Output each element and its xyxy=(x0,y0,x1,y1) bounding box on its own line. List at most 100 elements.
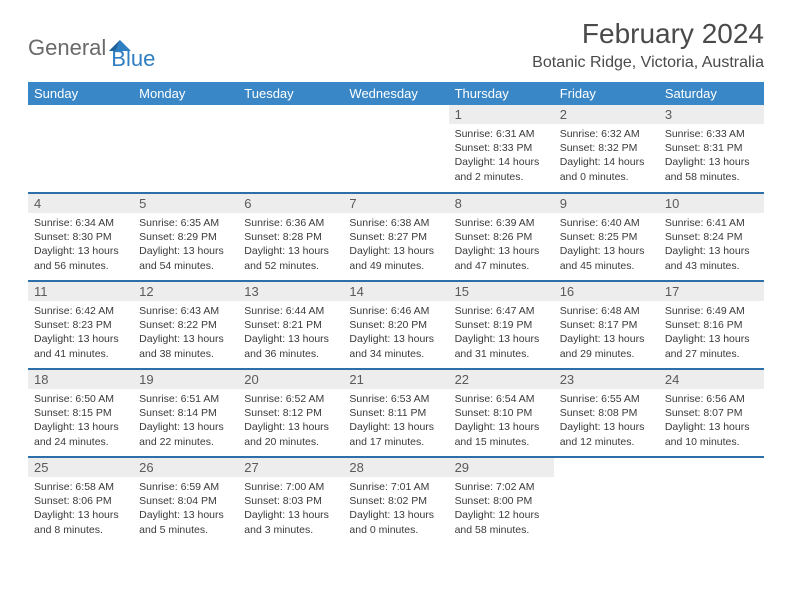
calendar-cell: .. xyxy=(343,105,448,193)
logo: General Blue xyxy=(28,24,155,72)
calendar-cell: 14Sunrise: 6:46 AMSunset: 8:20 PMDayligh… xyxy=(343,281,448,369)
day-number: 25 xyxy=(28,458,133,477)
calendar-cell: 23Sunrise: 6:55 AMSunset: 8:08 PMDayligh… xyxy=(554,369,659,457)
calendar-cell: 15Sunrise: 6:47 AMSunset: 8:19 PMDayligh… xyxy=(449,281,554,369)
day-body: Sunrise: 6:55 AMSunset: 8:08 PMDaylight:… xyxy=(554,389,659,453)
day-body: Sunrise: 6:48 AMSunset: 8:17 PMDaylight:… xyxy=(554,301,659,365)
day-body: Sunrise: 6:53 AMSunset: 8:11 PMDaylight:… xyxy=(343,389,448,453)
calendar-cell: 4Sunrise: 6:34 AMSunset: 8:30 PMDaylight… xyxy=(28,193,133,281)
calendar-cell: 5Sunrise: 6:35 AMSunset: 8:29 PMDaylight… xyxy=(133,193,238,281)
day-body: Sunrise: 6:36 AMSunset: 8:28 PMDaylight:… xyxy=(238,213,343,277)
day-body: Sunrise: 6:46 AMSunset: 8:20 PMDaylight:… xyxy=(343,301,448,365)
day-body: Sunrise: 7:01 AMSunset: 8:02 PMDaylight:… xyxy=(343,477,448,541)
day-number: 16 xyxy=(554,282,659,301)
month-title: February 2024 xyxy=(532,18,764,50)
day-header: Tuesday xyxy=(238,82,343,105)
day-body: Sunrise: 6:51 AMSunset: 8:14 PMDaylight:… xyxy=(133,389,238,453)
day-number: 12 xyxy=(133,282,238,301)
calendar-cell: 25Sunrise: 6:58 AMSunset: 8:06 PMDayligh… xyxy=(28,457,133,545)
calendar-cell: .. xyxy=(659,457,764,545)
calendar-cell: 29Sunrise: 7:02 AMSunset: 8:00 PMDayligh… xyxy=(449,457,554,545)
calendar-cell: 6Sunrise: 6:36 AMSunset: 8:28 PMDaylight… xyxy=(238,193,343,281)
day-number: 21 xyxy=(343,370,448,389)
header: General Blue February 2024 Botanic Ridge… xyxy=(28,18,764,72)
calendar-cell: 17Sunrise: 6:49 AMSunset: 8:16 PMDayligh… xyxy=(659,281,764,369)
day-body: Sunrise: 6:35 AMSunset: 8:29 PMDaylight:… xyxy=(133,213,238,277)
day-number: 7 xyxy=(343,194,448,213)
day-number: 22 xyxy=(449,370,554,389)
day-number: 19 xyxy=(133,370,238,389)
day-number: 8 xyxy=(449,194,554,213)
calendar-cell: 12Sunrise: 6:43 AMSunset: 8:22 PMDayligh… xyxy=(133,281,238,369)
day-number: 29 xyxy=(449,458,554,477)
day-body: Sunrise: 6:38 AMSunset: 8:27 PMDaylight:… xyxy=(343,213,448,277)
calendar-cell: 16Sunrise: 6:48 AMSunset: 8:17 PMDayligh… xyxy=(554,281,659,369)
calendar-cell: 21Sunrise: 6:53 AMSunset: 8:11 PMDayligh… xyxy=(343,369,448,457)
day-number: 28 xyxy=(343,458,448,477)
day-body: Sunrise: 6:58 AMSunset: 8:06 PMDaylight:… xyxy=(28,477,133,541)
day-number: 24 xyxy=(659,370,764,389)
day-header: Friday xyxy=(554,82,659,105)
calendar-cell: 9Sunrise: 6:40 AMSunset: 8:25 PMDaylight… xyxy=(554,193,659,281)
day-number: 14 xyxy=(343,282,448,301)
calendar-cell: 18Sunrise: 6:50 AMSunset: 8:15 PMDayligh… xyxy=(28,369,133,457)
day-number: 17 xyxy=(659,282,764,301)
day-header: Wednesday xyxy=(343,82,448,105)
day-header: Sunday xyxy=(28,82,133,105)
day-body: Sunrise: 6:34 AMSunset: 8:30 PMDaylight:… xyxy=(28,213,133,277)
day-header: Thursday xyxy=(449,82,554,105)
day-body: Sunrise: 6:54 AMSunset: 8:10 PMDaylight:… xyxy=(449,389,554,453)
day-body: Sunrise: 6:59 AMSunset: 8:04 PMDaylight:… xyxy=(133,477,238,541)
day-body: Sunrise: 6:39 AMSunset: 8:26 PMDaylight:… xyxy=(449,213,554,277)
calendar-cell: 11Sunrise: 6:42 AMSunset: 8:23 PMDayligh… xyxy=(28,281,133,369)
day-body: Sunrise: 6:56 AMSunset: 8:07 PMDaylight:… xyxy=(659,389,764,453)
day-number: 20 xyxy=(238,370,343,389)
calendar-week-row: 11Sunrise: 6:42 AMSunset: 8:23 PMDayligh… xyxy=(28,281,764,369)
logo-text-blue: Blue xyxy=(111,46,155,72)
day-body: Sunrise: 6:49 AMSunset: 8:16 PMDaylight:… xyxy=(659,301,764,365)
day-number: 23 xyxy=(554,370,659,389)
calendar-cell: 22Sunrise: 6:54 AMSunset: 8:10 PMDayligh… xyxy=(449,369,554,457)
calendar-cell: 10Sunrise: 6:41 AMSunset: 8:24 PMDayligh… xyxy=(659,193,764,281)
calendar-cell: 13Sunrise: 6:44 AMSunset: 8:21 PMDayligh… xyxy=(238,281,343,369)
day-number: 5 xyxy=(133,194,238,213)
calendar-week-row: 25Sunrise: 6:58 AMSunset: 8:06 PMDayligh… xyxy=(28,457,764,545)
day-number: 13 xyxy=(238,282,343,301)
calendar-cell: 7Sunrise: 6:38 AMSunset: 8:27 PMDaylight… xyxy=(343,193,448,281)
calendar-cell: 1Sunrise: 6:31 AMSunset: 8:33 PMDaylight… xyxy=(449,105,554,193)
day-body: Sunrise: 6:40 AMSunset: 8:25 PMDaylight:… xyxy=(554,213,659,277)
day-body: Sunrise: 6:50 AMSunset: 8:15 PMDaylight:… xyxy=(28,389,133,453)
calendar-cell: .. xyxy=(28,105,133,193)
calendar-week-row: ........1Sunrise: 6:31 AMSunset: 8:33 PM… xyxy=(28,105,764,193)
calendar-cell: 3Sunrise: 6:33 AMSunset: 8:31 PMDaylight… xyxy=(659,105,764,193)
calendar-table: SundayMondayTuesdayWednesdayThursdayFrid… xyxy=(28,82,764,545)
day-body: Sunrise: 6:44 AMSunset: 8:21 PMDaylight:… xyxy=(238,301,343,365)
calendar-week-row: 18Sunrise: 6:50 AMSunset: 8:15 PMDayligh… xyxy=(28,369,764,457)
logo-text-general: General xyxy=(28,35,106,61)
day-number: 9 xyxy=(554,194,659,213)
day-body: Sunrise: 6:41 AMSunset: 8:24 PMDaylight:… xyxy=(659,213,764,277)
calendar-cell: 8Sunrise: 6:39 AMSunset: 8:26 PMDaylight… xyxy=(449,193,554,281)
calendar-cell: 26Sunrise: 6:59 AMSunset: 8:04 PMDayligh… xyxy=(133,457,238,545)
day-number: 3 xyxy=(659,105,764,124)
day-number: 6 xyxy=(238,194,343,213)
calendar-cell: 28Sunrise: 7:01 AMSunset: 8:02 PMDayligh… xyxy=(343,457,448,545)
day-body: Sunrise: 6:43 AMSunset: 8:22 PMDaylight:… xyxy=(133,301,238,365)
calendar-cell: 24Sunrise: 6:56 AMSunset: 8:07 PMDayligh… xyxy=(659,369,764,457)
day-number: 18 xyxy=(28,370,133,389)
day-body: Sunrise: 7:00 AMSunset: 8:03 PMDaylight:… xyxy=(238,477,343,541)
day-number: 10 xyxy=(659,194,764,213)
day-body: Sunrise: 6:33 AMSunset: 8:31 PMDaylight:… xyxy=(659,124,764,188)
day-body: Sunrise: 6:47 AMSunset: 8:19 PMDaylight:… xyxy=(449,301,554,365)
day-number: 1 xyxy=(449,105,554,124)
calendar-cell: 20Sunrise: 6:52 AMSunset: 8:12 PMDayligh… xyxy=(238,369,343,457)
day-number: 11 xyxy=(28,282,133,301)
day-body: Sunrise: 6:42 AMSunset: 8:23 PMDaylight:… xyxy=(28,301,133,365)
day-body: Sunrise: 7:02 AMSunset: 8:00 PMDaylight:… xyxy=(449,477,554,541)
day-number: 15 xyxy=(449,282,554,301)
day-header-row: SundayMondayTuesdayWednesdayThursdayFrid… xyxy=(28,82,764,105)
day-body: Sunrise: 6:31 AMSunset: 8:33 PMDaylight:… xyxy=(449,124,554,188)
day-body: Sunrise: 6:52 AMSunset: 8:12 PMDaylight:… xyxy=(238,389,343,453)
day-number: 4 xyxy=(28,194,133,213)
day-body: Sunrise: 6:32 AMSunset: 8:32 PMDaylight:… xyxy=(554,124,659,188)
